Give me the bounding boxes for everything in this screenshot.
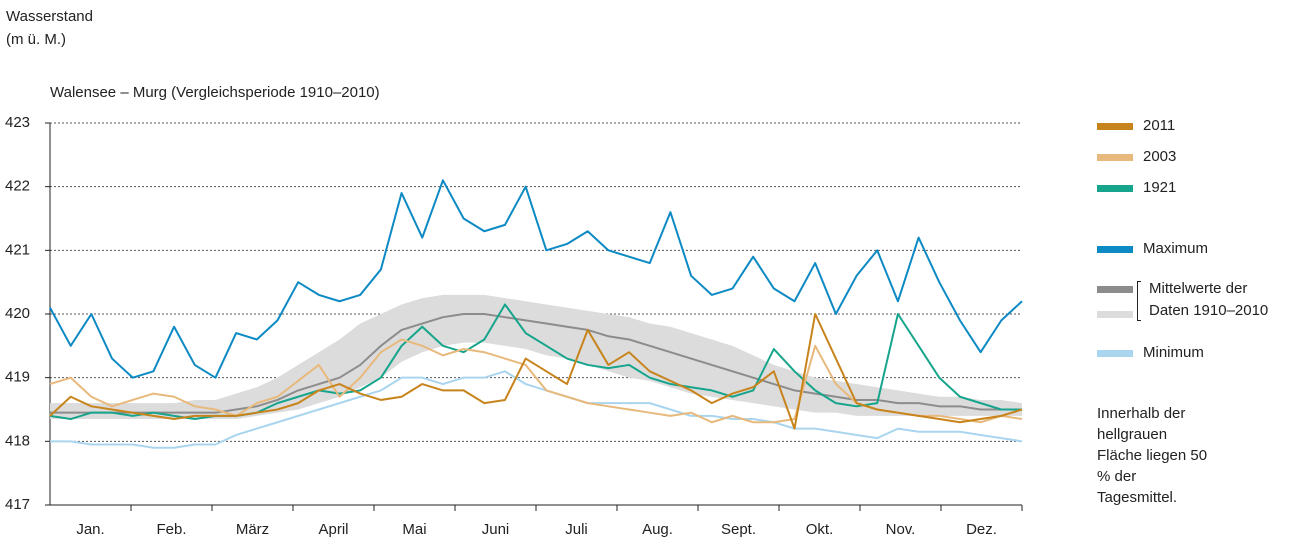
y-tick-label: 421 xyxy=(5,241,30,258)
x-tick-label: März xyxy=(236,521,269,538)
x-tick-label: Dez. xyxy=(966,521,997,538)
y-tick-label: 423 xyxy=(5,114,30,131)
x-tick-label: Juli xyxy=(565,521,588,538)
legend-label: Maximum xyxy=(1143,240,1209,257)
legend-label: Mittelwerte der Daten 1910–2010 xyxy=(1149,280,1269,319)
note: Innerhalb der hellgrauen Fläche liegen 5… xyxy=(1097,405,1208,506)
legend-label: 2011 xyxy=(1143,117,1176,134)
legend-swatch xyxy=(1097,154,1133,161)
series-line xyxy=(49,179,1023,379)
legend-label: 2003 xyxy=(1143,148,1177,165)
x-tick-label: Jan. xyxy=(76,521,104,538)
series-line xyxy=(50,370,1023,449)
x-tick-label: Sept. xyxy=(721,521,756,538)
legend-swatch xyxy=(1097,123,1133,130)
series-line xyxy=(49,313,1023,430)
y-tick-label: 420 xyxy=(5,305,30,322)
legend-label: Minimum xyxy=(1143,344,1204,361)
y-unit: (m ü. M.) xyxy=(6,31,66,48)
x-tick-label: Mai xyxy=(402,521,426,538)
legend-bracket xyxy=(1137,281,1141,321)
x-tick-label: Nov. xyxy=(886,521,916,538)
legend-swatch xyxy=(1097,185,1133,192)
legend-swatch-band xyxy=(1097,311,1133,318)
x-tick-label: Aug. xyxy=(642,521,673,538)
x-tick-label: Feb. xyxy=(156,521,186,538)
x-tick-label: April xyxy=(318,521,348,538)
chart: Wasserstand (m ü. M.) Walensee – Murg (V… xyxy=(5,8,1023,538)
legend-swatch xyxy=(1097,246,1133,253)
y-tick-label: 419 xyxy=(5,369,30,386)
legend-swatch xyxy=(1097,350,1133,357)
series-line xyxy=(50,313,1022,414)
chart-subtitle: Walensee – Murg (Vergleichsperiode 1910–… xyxy=(50,84,380,101)
legend-swatch xyxy=(1097,286,1133,293)
y-tick-label: 422 xyxy=(5,178,30,195)
x-tick-label: Juni xyxy=(482,521,510,538)
legend-label: 1921 xyxy=(1143,179,1177,196)
y-tick-label: 418 xyxy=(5,432,30,449)
y-tick-label: 417 xyxy=(5,496,30,513)
chart-title: Wasserstand xyxy=(6,8,93,25)
x-tick-label: Okt. xyxy=(806,521,834,538)
